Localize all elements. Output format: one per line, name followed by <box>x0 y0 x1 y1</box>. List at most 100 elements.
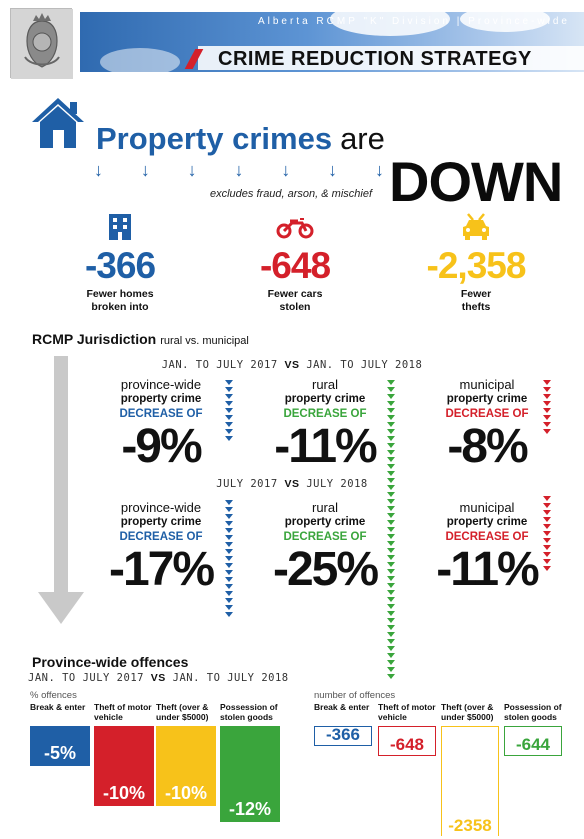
num-bar-label: -644 <box>515 735 551 755</box>
arrow-down-icon: ↓ <box>281 160 291 180</box>
decrease-triangle-icon <box>387 506 395 511</box>
col-label-line: Theft (over & <box>441 702 494 712</box>
stat-value: -648 <box>259 245 331 286</box>
decrease-triangle-icon <box>387 527 395 532</box>
stat-value: -366 <box>84 245 156 286</box>
decrease-triangle-icon <box>225 436 233 441</box>
cell-change: DECREASE OF <box>445 531 529 543</box>
decrease-triangle-icon <box>387 401 395 406</box>
num-col-label: Theft (over & under $5000) <box>441 702 493 722</box>
decrease-triangle-icon <box>225 408 233 413</box>
decrease-triangle-icon <box>387 534 395 539</box>
header-banner: Alberta RCMP "K" Division | Province-wid… <box>80 12 584 72</box>
pct-unit-label: % offences <box>30 690 77 701</box>
cell-value: -11% <box>274 420 377 473</box>
num-bar: -648 <box>378 726 436 757</box>
num-bar-label: -366 <box>325 725 361 744</box>
col-label-line: Break & enter <box>314 702 370 712</box>
col-label-line: under $5000) <box>441 712 494 722</box>
decrease-triangle-icon <box>387 429 395 434</box>
cell-municipal-ytd: municipal property crime DECREASE OF -8% <box>412 377 562 472</box>
col-label-line: Possession of <box>220 702 278 712</box>
pct-bar-label: -10% <box>164 783 208 803</box>
decrease-triangle-icon <box>225 556 233 561</box>
decrease-triangle-icon <box>387 611 395 616</box>
stat-label: thefts <box>461 301 491 313</box>
decrease-triangle-icon <box>387 604 395 609</box>
period-start: JULY 2017 <box>216 478 278 490</box>
header: Alberta RCMP "K" Division | Province-wid… <box>0 0 584 82</box>
stat-label: Fewer homes <box>86 288 154 300</box>
header-title: CRIME REDUCTION STRATEGY <box>218 48 532 70</box>
num-bar: -2358 <box>441 726 499 836</box>
decrease-triangle-icon <box>543 429 551 434</box>
decrease-triangle-icon <box>543 401 551 406</box>
decrease-triangle-icon <box>387 569 395 574</box>
decrease-triangle-icon <box>387 590 395 595</box>
decrease-triangle-icon <box>387 394 395 399</box>
grey-arrow-down-icon <box>38 592 84 624</box>
decrease-triangle-icon <box>225 563 233 568</box>
decrease-triangle-icon <box>387 485 395 490</box>
decrease-triangle-icon <box>387 618 395 623</box>
decrease-triangle-icon <box>387 548 395 553</box>
period-label: JAN. TO JULY 2017 VS JAN. TO JULY 2018 <box>0 359 584 371</box>
decrease-triangle-icon <box>387 576 395 581</box>
decrease-triangle-icon <box>225 387 233 392</box>
pct-bar-label: -12% <box>228 799 272 819</box>
decrease-triangle-icon <box>543 503 551 508</box>
decrease-triangle-icon <box>543 510 551 515</box>
decrease-triangle-icon <box>387 464 395 469</box>
decrease-triangle-icon <box>387 492 395 497</box>
decrease-triangle-icon <box>387 387 395 392</box>
stat-label: stolen <box>279 301 311 313</box>
red-decrease-triangles <box>542 380 552 436</box>
jurisdiction-subtitle: rural vs. municipal <box>160 335 249 347</box>
decrease-triangle-icon <box>387 625 395 630</box>
cell-change: DECREASE OF <box>119 408 203 420</box>
cell-label: property crime <box>446 393 528 405</box>
decrease-triangle-icon <box>225 380 233 385</box>
arrow-down-icon: ↓ <box>234 160 244 180</box>
decrease-triangle-icon <box>225 591 233 596</box>
decrease-triangle-icon <box>543 394 551 399</box>
decrease-triangle-icon <box>387 457 395 462</box>
cell-label: property crime <box>120 393 202 405</box>
period-end: JAN. TO JULY 2018 <box>306 359 423 371</box>
decrease-triangle-icon <box>543 566 551 571</box>
decrease-triangle-icon <box>225 429 233 434</box>
building-icon <box>40 212 200 242</box>
pct-bar: -12% <box>220 726 280 822</box>
cell-value: -11% <box>436 543 539 596</box>
stat-thefts: -2,358 Fewer thefts <box>396 212 556 314</box>
decrease-triangle-icon <box>387 667 395 672</box>
decrease-triangle-icon <box>543 496 551 501</box>
decrease-triangle-icon <box>543 531 551 536</box>
decrease-triangle-icon <box>543 552 551 557</box>
cell-change: DECREASE OF <box>119 531 203 543</box>
decrease-triangle-icon <box>387 443 395 448</box>
decrease-triangle-icon <box>225 598 233 603</box>
cell-scope: province-wide <box>120 377 202 392</box>
decrease-triangle-icon <box>225 570 233 575</box>
num-col-label: Possession of stolen goods <box>504 702 562 722</box>
decrease-triangle-icon <box>225 542 233 547</box>
cell-value: -17% <box>108 543 215 596</box>
col-label-line: Theft of motor <box>378 702 436 712</box>
cell-label: property crime <box>446 516 528 528</box>
decrease-triangle-icon <box>387 408 395 413</box>
cell-rural-july: rural property crime DECREASE OF -25% <box>250 500 400 595</box>
decrease-triangle-icon <box>387 380 395 385</box>
num-bar-label: -648 <box>389 735 425 755</box>
decrease-triangle-icon <box>387 422 395 427</box>
pct-bar: -10% <box>156 726 216 806</box>
decrease-triangle-icon <box>225 605 233 610</box>
num-col-label: Theft of motor vehicle <box>378 702 436 722</box>
decrease-triangle-icon <box>543 559 551 564</box>
col-label-line: vehicle <box>378 712 407 722</box>
arrow-down-icon: ↓ <box>140 160 150 180</box>
arrow-down-icon: ↓ <box>187 160 197 180</box>
decrease-triangle-icon <box>387 555 395 560</box>
decrease-triangle-icon <box>225 612 233 617</box>
pct-col-label: Theft of motor vehicle <box>94 702 152 722</box>
